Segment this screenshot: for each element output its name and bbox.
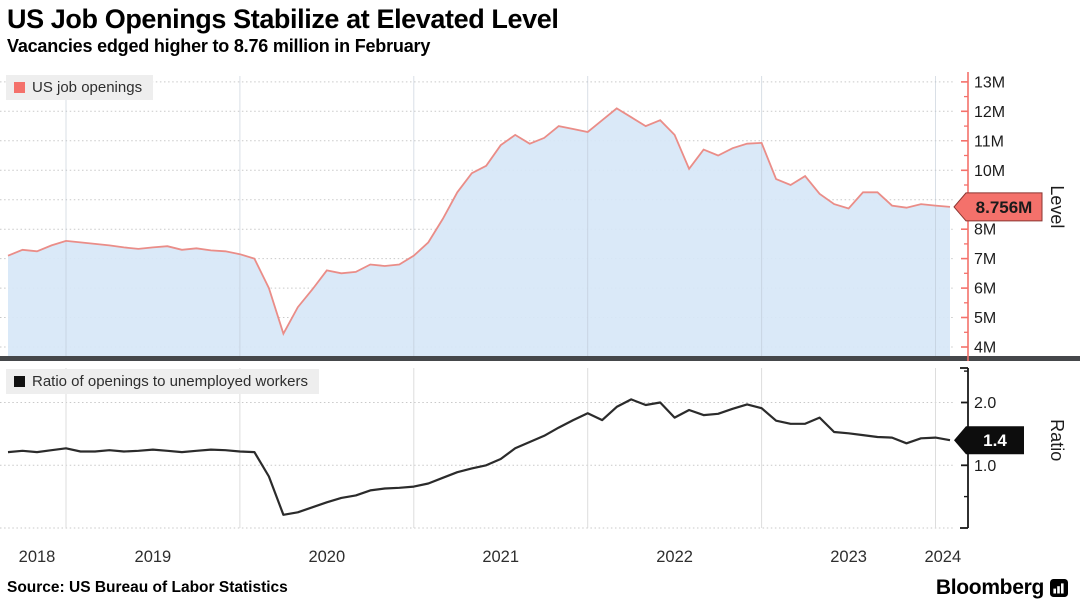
ratio-tick-label: 2.0: [974, 395, 996, 412]
legend-ratio: Ratio of openings to unemployed workers: [6, 369, 319, 394]
bloomberg-brand: Bloomberg: [936, 576, 1068, 600]
year-label: 2024: [924, 548, 961, 566]
year-label: 2022: [656, 548, 693, 566]
year-label: 2023: [830, 548, 867, 566]
legend-job-openings: US job openings: [6, 75, 154, 100]
legend-swatch-openings-icon: [14, 82, 25, 93]
level-tick-label: 4M: [974, 340, 996, 357]
level-tick-label: 5M: [974, 310, 996, 327]
ratio-tick-label: 1.0: [974, 458, 996, 475]
panel-divider: [0, 356, 1080, 361]
bloomberg-chart-logo-icon: [1050, 578, 1068, 597]
level-tick-label: 8M: [974, 222, 996, 239]
legend-label-ratio: Ratio of openings to unemployed workers: [32, 373, 308, 390]
level-tick-label: 11M: [974, 133, 1004, 150]
year-label: 2021: [482, 548, 519, 566]
source-note: Source: US Bureau of Labor Statistics: [7, 578, 288, 596]
level-tick-label: 13M: [974, 74, 1005, 91]
ratio-last-value-tag-label: 1.4: [983, 431, 1007, 450]
level-tick-label: 10M: [974, 163, 1005, 180]
openings-area-series: [8, 108, 950, 358]
ratio-line-series: [7, 398, 951, 516]
level-tick-label: 6M: [974, 281, 996, 298]
legend-label-openings: US job openings: [32, 79, 143, 96]
page-subtitle: Vacancies edged higher to 8.76 million i…: [7, 36, 431, 56]
ratio-last-value-tag: [954, 426, 1024, 455]
year-label: 2018: [19, 548, 56, 566]
chart-footer: Source: US Bureau of Labor Statistics Bl…: [0, 570, 1080, 605]
level-tick-label: 12M: [974, 104, 1005, 121]
bloomberg-wordmark: Bloomberg: [935, 575, 1044, 599]
year-label: 2020: [308, 548, 345, 566]
ratio-axis-title: Ratio: [1047, 419, 1067, 461]
level-last-value-tag-label: 8.756M: [976, 198, 1033, 217]
year-label: 2019: [135, 548, 172, 566]
level-last-value-tag: [953, 192, 1043, 222]
level-axis-title: Level: [1047, 185, 1067, 228]
legend-swatch-ratio-icon: [14, 376, 25, 387]
level-tick-label: 7M: [974, 251, 996, 268]
openings-line-series: [7, 107, 951, 336]
chart-header: US Job Openings Stabilize at Elevated Le…: [0, 0, 1080, 58]
page-title: US Job Openings Stabilize at Elevated Le…: [7, 4, 559, 34]
dual-panel-chart: 4M5M6M7M8M9M10M11M12M13M1.02.08.756M1.4L…: [0, 72, 1080, 566]
